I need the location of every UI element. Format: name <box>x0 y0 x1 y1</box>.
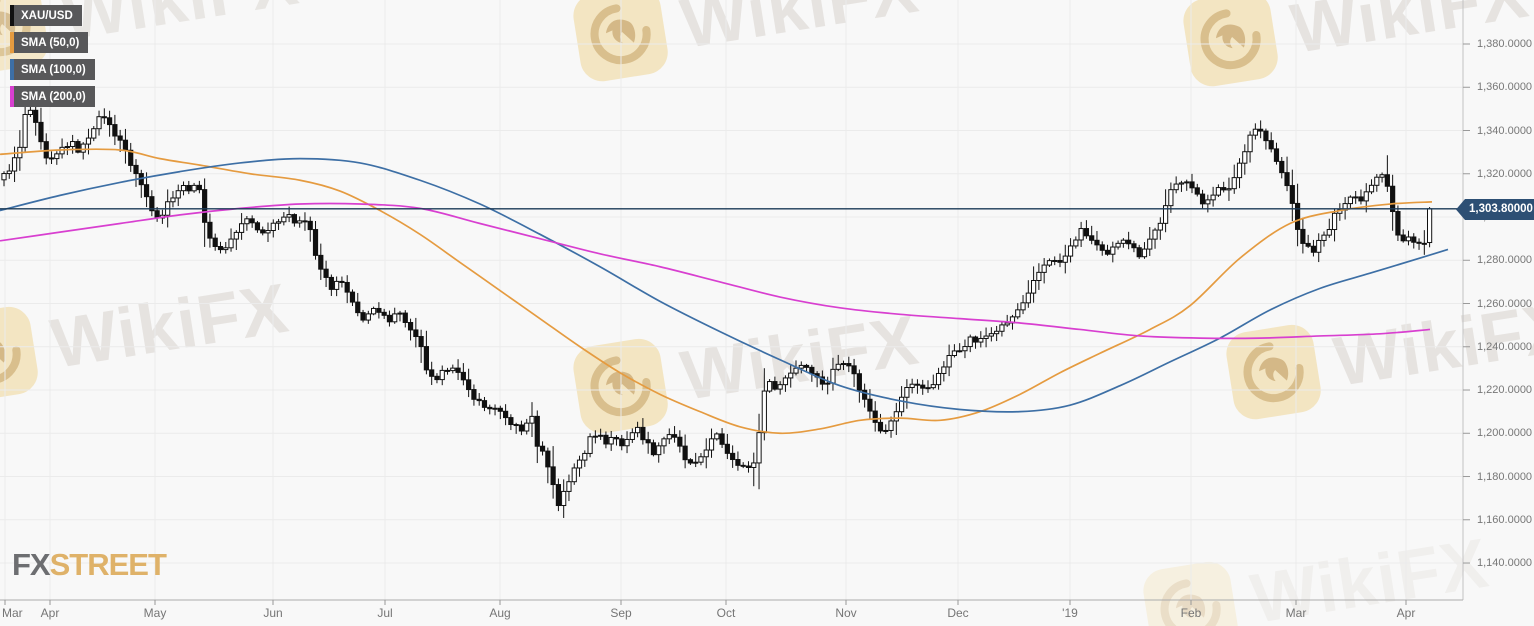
price-tick-label: 1,320.0000 <box>1477 167 1533 180</box>
legend-item-label: XAU/USD <box>21 9 73 22</box>
fxstreet-logo: FXSTREET <box>12 547 167 582</box>
price-tick-label: 1,140.0000 <box>1477 557 1533 570</box>
candle-series <box>1 97 1433 518</box>
time-tick-label: Jun <box>263 606 283 620</box>
time-tick-label: Feb <box>1180 606 1202 620</box>
time-tick-label: Dec <box>947 606 969 620</box>
time-tick-label: Jul <box>377 606 393 620</box>
legend-item-xau-usd[interactable]: XAU/USD <box>10 5 82 26</box>
price-tick-label: 1,160.0000 <box>1477 513 1533 526</box>
price-tick-label: 1,220.0000 <box>1477 384 1533 397</box>
price-tick-label: 1,180.0000 <box>1477 470 1533 483</box>
indicator-legend: XAU/USD SMA (50,0) SMA (100,0) SMA (200,0) <box>10 5 95 113</box>
price-tick-label: 1,280.0000 <box>1477 254 1533 267</box>
price-tick-label: 1,260.0000 <box>1477 297 1533 310</box>
price-tick-label: 1,240.0000 <box>1477 340 1533 353</box>
price-tick-label: 1,200.0000 <box>1477 427 1533 440</box>
time-tick-label: Nov <box>835 606 857 620</box>
fxstreet-logo-fx: FX <box>12 547 51 582</box>
sma-line-2 <box>0 202 1431 340</box>
sma-line-0 <box>0 148 1433 435</box>
time-tick-label: '19 <box>1062 606 1078 620</box>
gridlines <box>0 0 1463 600</box>
legend-item-sma-200-0[interactable]: SMA (200,0) <box>10 86 95 107</box>
legend-item-sma-100-0[interactable]: SMA (100,0) <box>10 59 95 80</box>
legend-item-label: SMA (50,0) <box>21 36 80 49</box>
time-tick-label: May <box>143 606 167 620</box>
price-tick-label: 1,380.0000 <box>1477 38 1533 50</box>
legend-item-sma-50-0[interactable]: SMA (50,0) <box>10 32 89 53</box>
time-tick-label: Mar <box>2 606 23 620</box>
last-price-badge: 1,303.80000 <box>1456 199 1534 220</box>
legend-color-stripe <box>10 5 14 26</box>
legend-color-stripe <box>10 32 14 53</box>
time-tick-label: Aug <box>489 606 511 620</box>
legend-color-stripe <box>10 86 14 107</box>
legend-item-label: SMA (100,0) <box>21 63 86 76</box>
price-tick-label: 1,340.0000 <box>1477 124 1533 137</box>
legend-item-label: SMA (200,0) <box>21 90 86 103</box>
time-tick-label: Oct <box>716 606 736 620</box>
legend-color-stripe <box>10 59 14 80</box>
time-tick-label: Mar <box>1285 606 1307 620</box>
time-tick-label: Apr <box>1396 606 1416 620</box>
fxstreet-logo-street: STREET <box>49 547 167 582</box>
price-tick-label: 1,360.0000 <box>1477 81 1533 94</box>
time-tick-label: Sep <box>610 606 632 620</box>
sma-line-1 <box>0 157 1449 413</box>
time-tick-label: Apr <box>40 606 60 620</box>
